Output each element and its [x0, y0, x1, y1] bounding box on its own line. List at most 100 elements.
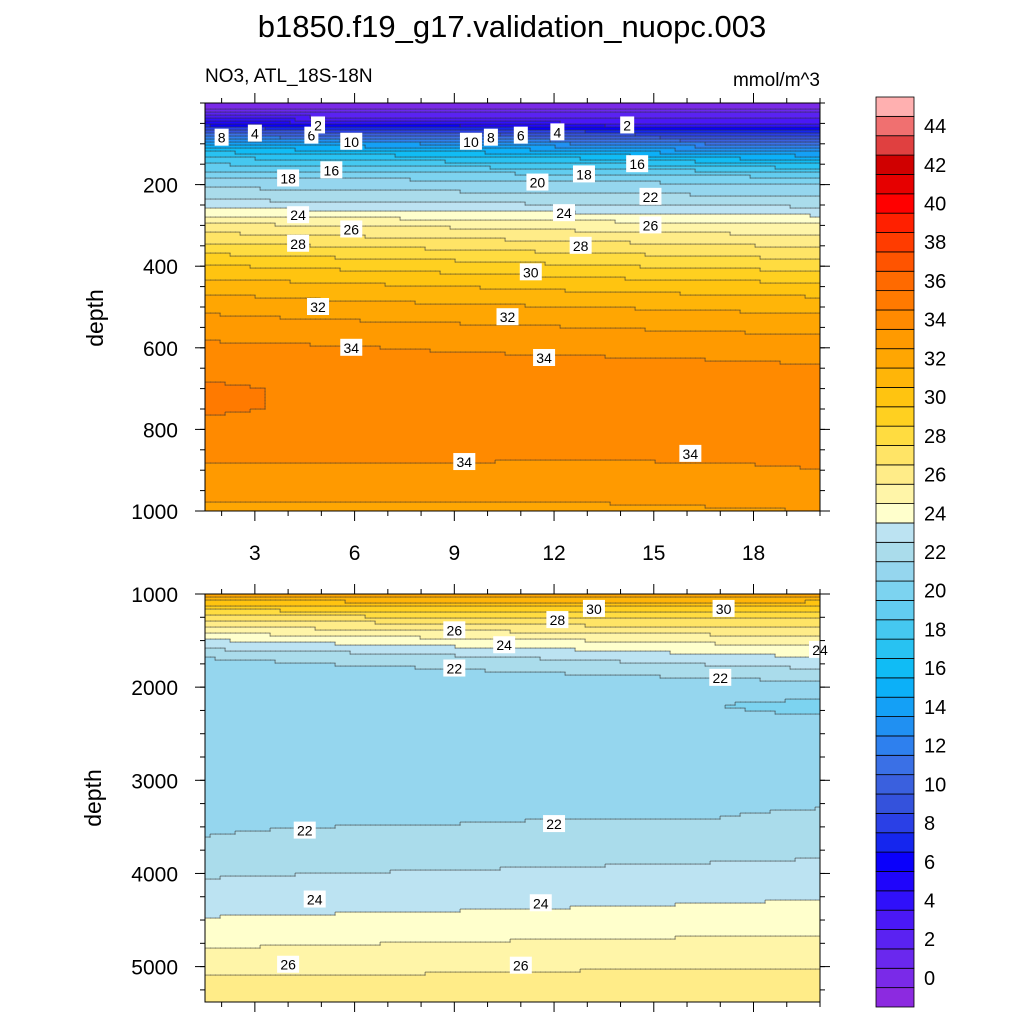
top-field-cell [665, 124, 671, 128]
top-field-cell [225, 118, 231, 122]
top-field-cell [290, 154, 296, 158]
top-field-cell [600, 124, 606, 128]
top-field-cell [800, 124, 806, 128]
top-field-cell [660, 136, 666, 140]
top-field-cell [365, 151, 371, 155]
top-field-cell [635, 151, 641, 155]
top-field-cell [205, 145, 211, 149]
top-field-cell [480, 112, 486, 116]
top-field-cell [625, 148, 631, 152]
top-field-cell [310, 148, 316, 152]
top-field-cell [295, 133, 301, 137]
top-field-cell [590, 160, 596, 164]
top-field-cell [435, 130, 441, 134]
top-field-cell [275, 157, 281, 161]
top-field-cell [640, 118, 646, 122]
top-field-cell [275, 142, 281, 146]
top-field-cell [585, 118, 591, 122]
top-field-cell [420, 127, 426, 131]
top-field-cell [720, 106, 726, 110]
top-field-cell [670, 151, 676, 155]
top-field-cell [515, 166, 521, 170]
top-field-cell [565, 151, 571, 155]
top-field-cell [235, 151, 241, 155]
top-field-cell [205, 109, 211, 113]
top-field-cell [810, 133, 816, 137]
top-field-cell [455, 139, 461, 143]
top-field-cell [415, 136, 421, 140]
top-field-cell [360, 166, 366, 170]
top-field-cell [705, 148, 711, 152]
top-field-cell [695, 154, 701, 158]
top-field-cell [270, 139, 276, 143]
top-field-cell [670, 127, 676, 131]
top-field-cell [410, 157, 416, 161]
top-field-cell [420, 130, 426, 134]
top-field-cell [595, 142, 601, 146]
top-field-cell [745, 103, 751, 107]
top-field-cell [660, 142, 666, 146]
top-field-cell [605, 109, 611, 113]
top-field-cell [470, 157, 476, 161]
top-field-cell [795, 103, 801, 107]
top-field-cell [615, 157, 621, 161]
top-field-cell [775, 133, 781, 137]
top-field-cell [815, 133, 820, 137]
top-field-cell [660, 151, 666, 155]
top-field-cell [445, 106, 451, 110]
top-field-cell [250, 172, 256, 176]
top-field-cell [225, 106, 231, 110]
top-field-cell [295, 127, 301, 131]
top-field-cell [370, 169, 376, 173]
top-field-cell [275, 127, 281, 131]
top-field-cell [710, 112, 716, 116]
top-field-cell [220, 106, 226, 110]
top-field-cell [570, 121, 576, 125]
top-field-cell [735, 112, 741, 116]
top-field-cell [375, 163, 381, 167]
top-field-cell [485, 115, 491, 119]
top-field-cell [445, 169, 451, 173]
top-field-cell [325, 157, 331, 161]
top-field-cell [610, 127, 616, 131]
top-field-cell [785, 142, 791, 146]
top-field-cell [510, 151, 516, 155]
top-field-cell [730, 172, 736, 176]
top-field-cell [205, 157, 211, 161]
top-field-cell [605, 136, 611, 140]
top-field-cell [380, 121, 386, 125]
top-field-cell [415, 157, 421, 161]
top-field-cell [635, 106, 641, 110]
top-field-cell [685, 166, 691, 170]
top-field-cell [380, 169, 386, 173]
top-field-cell [420, 160, 426, 164]
top-field-cell [280, 121, 286, 125]
top-field-cell [350, 151, 356, 155]
top-field-cell [235, 172, 241, 176]
top-field-cell [595, 160, 601, 164]
top-field-cell [705, 139, 711, 143]
top-field-cell [400, 106, 406, 110]
top-field-cell [805, 109, 811, 113]
top-field-cell [545, 157, 551, 161]
top-field-cell [395, 127, 401, 131]
top-field-cell [210, 121, 216, 125]
top-field-cell [780, 106, 786, 110]
top-field-cell [780, 163, 786, 167]
top-field-cell [815, 166, 820, 170]
top-field-cell [445, 109, 451, 113]
top-field-cell [680, 127, 686, 131]
top-field-cell [315, 157, 321, 161]
top-field-cell [310, 112, 316, 116]
top-field-cell [220, 148, 226, 152]
top-field-cell [260, 115, 266, 119]
top-field-cell [215, 115, 221, 119]
top-field-cell [305, 115, 311, 119]
top-field-cell [520, 124, 526, 128]
top-field-cell [730, 130, 736, 134]
top-field-cell [380, 133, 386, 137]
top-field-cell [790, 154, 796, 158]
top-field-cell [770, 103, 776, 107]
top-field-cell [810, 106, 816, 110]
top-field-cell [585, 115, 591, 119]
